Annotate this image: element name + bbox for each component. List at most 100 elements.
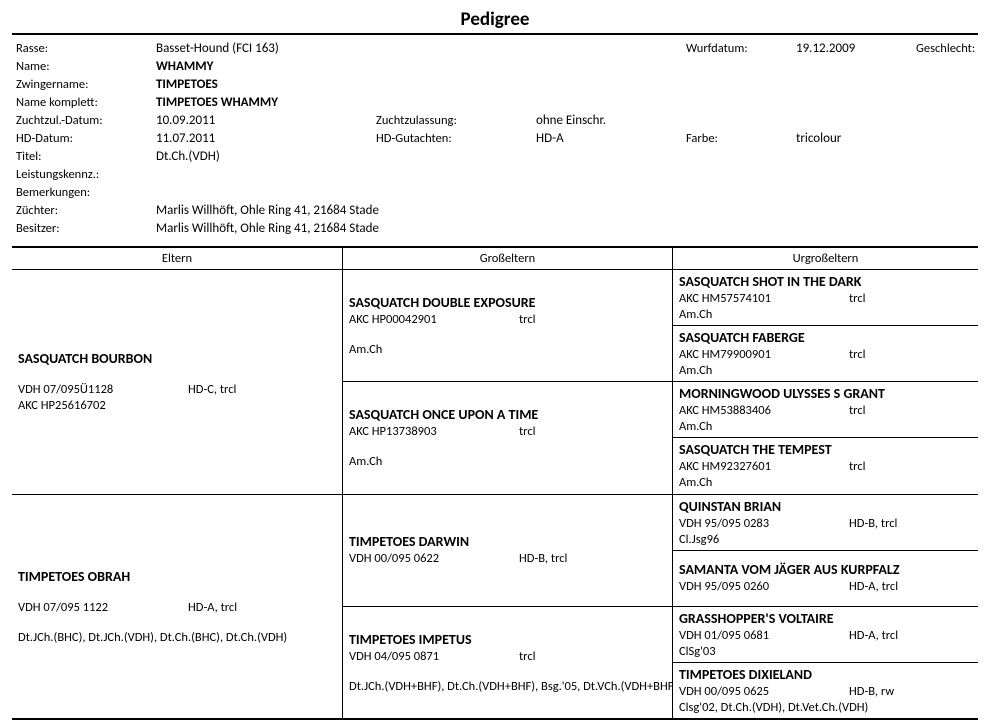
lbl-komplett: Name komplett: [16,95,156,110]
val-zuechter: Marlis Willhöft, Ohle Ring 41, 21684 Sta… [156,203,990,218]
ggp-4-name: QUINSTAN BRIAN [679,498,972,515]
info-block: Rasse: Basset-Hound (FCI 163) Wurfdatum:… [12,35,978,246]
ggp-7: TIMPETOES DIXIELAND VDH 00/095 0625HD-B,… [673,662,978,718]
gp-2-reg: VDH 00/095 0622 [349,551,519,566]
lbl-zuchtzulassung: Zuchtzulassung: [376,113,536,128]
val-rasse: Basset-Hound (FCI 163) [156,41,686,56]
gp-3-reg: VDH 04/095 0871 [349,649,519,664]
ggp-0-titles: Am.Ch [679,307,972,322]
pedigree-grid: SASQUATCH BOURBON VDH 07/095Ü1128 HD-C, … [12,270,978,718]
hdr-eltern: Eltern [12,248,342,269]
parent-0-reg1: VDH 07/095Ü1128 [18,382,188,397]
lbl-name: Name: [16,59,156,74]
lbl-rasse: Rasse: [16,41,156,56]
ggp-6-name: GRASSHOPPER'S VOLTAIRE [679,610,972,627]
gp-0-info: trcl [519,312,666,327]
ggp-5-name: SAMANTA VOM JÄGER AUS KURPFALZ [679,561,972,578]
ggp-2-name: MORNINGWOOD ULYSSES S GRANT [679,385,972,402]
gp-3-info: trcl [519,649,666,664]
parent-0: SASQUATCH BOURBON VDH 07/095Ü1128 HD-C, … [12,270,342,494]
pedigree-header: Eltern Großeltern Urgroßeltern [12,248,978,269]
lbl-zwinger: Zwingername: [16,77,156,92]
lbl-geschlecht: Geschlecht: [916,41,990,56]
ggp-0: SASQUATCH SHOT IN THE DARK AKC HM5757410… [673,270,978,325]
lbl-zuchtzul-datum: Zuchtzul.-Datum: [16,113,156,128]
gp-0-reg: AKC HP00042901 [349,312,519,327]
gp-1-reg: AKC HP13738903 [349,424,519,439]
gp-3: TIMPETOES IMPETUS VDH 04/095 0871trcl Dt… [343,606,672,718]
ggp-2-reg: AKC HM53883406 [679,403,849,418]
ggp-2-titles: Am.Ch [679,419,972,434]
ggp-2: MORNINGWOOD ULYSSES S GRANT AKC HM538834… [673,381,978,437]
val-zwinger: TIMPETOES [156,77,990,92]
parent-1-titles: Dt.JCh.(BHC), Dt.JCh.(VDH), Dt.Ch.(BHC),… [18,630,336,645]
gp-1-info: trcl [519,424,666,439]
parent-1-name: TIMPETOES OBRAH [18,568,336,585]
val-hddatum: 11.07.2011 [156,131,376,146]
col-grandparents: SASQUATCH DOUBLE EXPOSURE AKC HP00042901… [342,270,672,718]
ggp-4-info: HD-B, trcl [849,516,972,531]
ggp-7-info: HD-B, rw [849,684,972,699]
ggp-0-name: SASQUATCH SHOT IN THE DARK [679,273,972,290]
lbl-wurfdatum: Wurfdatum: [686,41,796,56]
val-farbe: tricolour [796,131,990,146]
ggp-5-info: HD-A, trcl [849,579,972,594]
ggp-4-titles: Cl.Jsg96 [679,532,972,547]
val-hdgutachten: HD-A [536,131,686,146]
val-name: WHAMMY [156,59,990,74]
ggp-0-info: trcl [849,291,972,306]
col-parents: SASQUATCH BOURBON VDH 07/095Ü1128 HD-C, … [12,270,342,718]
ggp-7-reg: VDH 00/095 0625 [679,684,849,699]
parent-0-name: SASQUATCH BOURBON [18,350,336,367]
ggp-3: SASQUATCH THE TEMPEST AKC HM92327601trcl… [673,437,978,493]
gp-2: TIMPETOES DARWIN VDH 00/095 0622HD-B, tr… [343,494,672,606]
lbl-leistung: Leistungskennz.: [16,167,156,182]
ggp-7-titles: Clsg'02, Dt.Ch.(VDH), Dt.Vet.Ch.(VDH) [679,700,972,715]
ggp-1: SASQUATCH FABERGE AKC HM79900901trcl Am.… [673,325,978,381]
parent-1-reg1: VDH 07/095 1122 [18,600,188,615]
ggp-1-titles: Am.Ch [679,363,972,378]
ggp-1-reg: AKC HM79900901 [679,347,849,362]
ggp-4: QUINSTAN BRIAN VDH 95/095 0283HD-B, trcl… [673,494,978,550]
ggp-5: SAMANTA VOM JÄGER AUS KURPFALZ VDH 95/09… [673,550,978,606]
ggp-7-name: TIMPETOES DIXIELAND [679,666,972,683]
val-bemerkungen [156,185,990,200]
gp-2-name: TIMPETOES DARWIN [349,533,666,550]
col-greatgrandparents: SASQUATCH SHOT IN THE DARK AKC HM5757410… [672,270,978,718]
gp-1: SASQUATCH ONCE UPON A TIME AKC HP1373890… [343,381,672,493]
lbl-hddatum: HD-Datum: [16,131,156,146]
ggp-5-reg: VDH 95/095 0260 [679,579,849,594]
lbl-farbe: Farbe: [686,131,796,146]
ggp-3-titles: Am.Ch [679,475,972,490]
val-zuchtzulassung: ohne Einschr. [536,113,990,128]
ggp-3-info: trcl [849,459,972,474]
gp-1-titles: Am.Ch [349,454,666,469]
gp-0: SASQUATCH DOUBLE EXPOSURE AKC HP00042901… [343,270,672,381]
lbl-besitzer: Besitzer: [16,221,156,236]
hdr-urgrosseltern: Urgroßeltern [672,248,978,269]
ggp-4-reg: VDH 95/095 0283 [679,516,849,531]
val-titel: Dt.Ch.(VDH) [156,149,990,164]
ggp-6: GRASSHOPPER'S VOLTAIRE VDH 01/095 0681HD… [673,606,978,662]
ggp-6-titles: ClSg'03 [679,644,972,659]
gp-0-name: SASQUATCH DOUBLE EXPOSURE [349,294,666,311]
page-title: Pedigree [12,8,978,33]
parent-0-reg2: AKC HP25616702 [18,398,336,413]
ggp-6-reg: VDH 01/095 0681 [679,628,849,643]
parent-1-reg1b: HD-A, trcl [188,600,336,615]
parent-0-reg1b: HD-C, trcl [188,382,336,397]
gp-0-titles: Am.Ch [349,342,666,357]
ggp-1-name: SASQUATCH FABERGE [679,329,972,346]
gp-1-name: SASQUATCH ONCE UPON A TIME [349,406,666,423]
ggp-1-info: trcl [849,347,972,362]
ggp-3-reg: AKC HM92327601 [679,459,849,474]
lbl-titel: Titel: [16,149,156,164]
lbl-zuechter: Züchter: [16,203,156,218]
val-wurfdatum: 19.12.2009 [796,41,916,56]
lbl-hdgutachten: HD-Gutachten: [376,131,536,146]
gp-3-name: TIMPETOES IMPETUS [349,631,666,648]
val-besitzer: Marlis Willhöft, Ohle Ring 41, 21684 Sta… [156,221,990,236]
gp-2-info: HD-B, trcl [519,551,666,566]
ggp-2-info: trcl [849,403,972,418]
lbl-bemerkungen: Bemerkungen: [16,185,156,200]
